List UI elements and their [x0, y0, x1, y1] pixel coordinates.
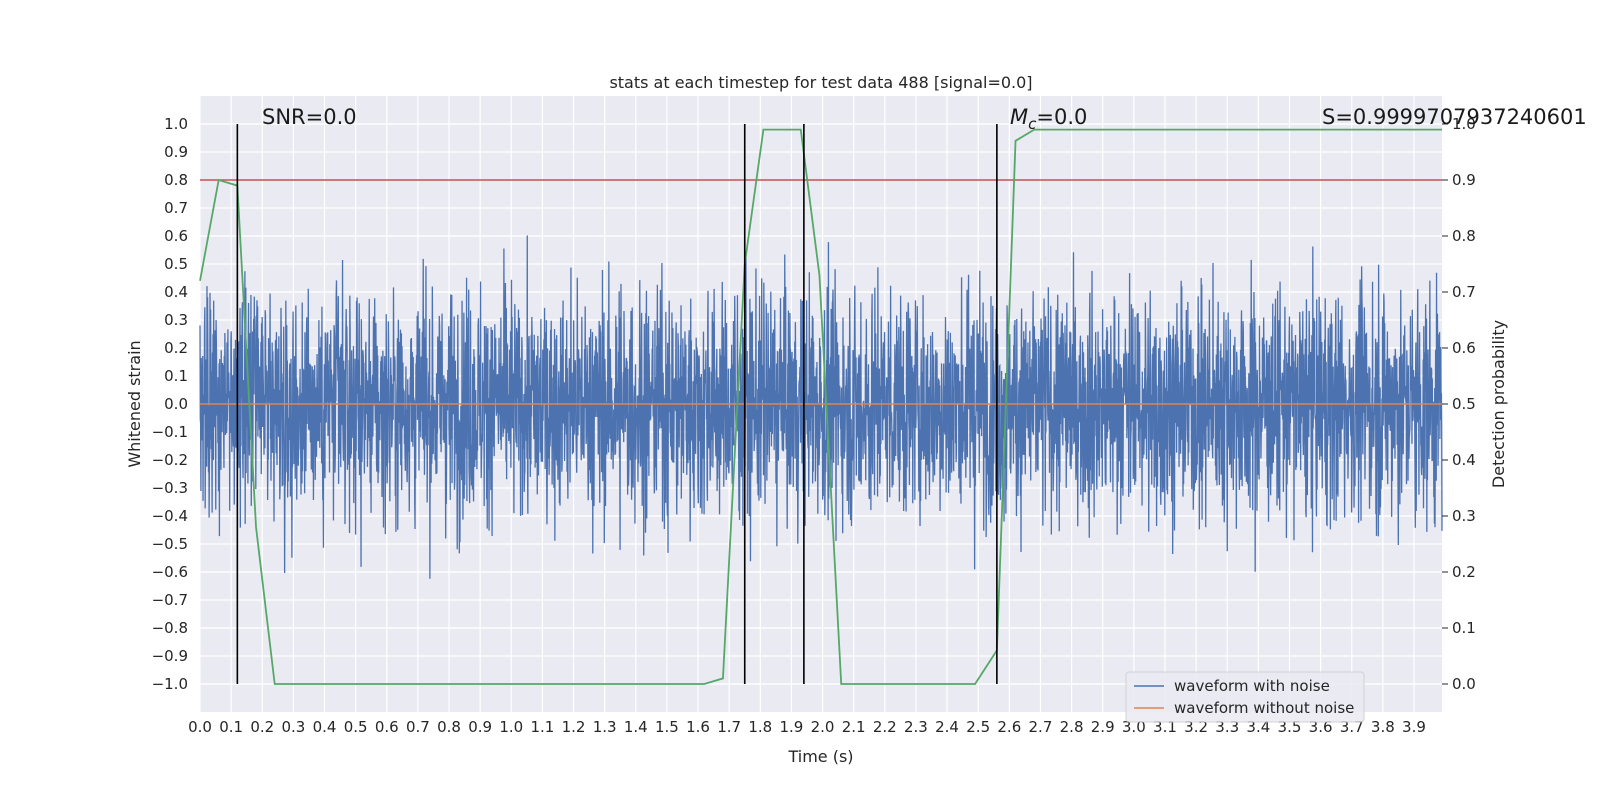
- y-tick-label: 1.0: [164, 115, 188, 133]
- x-tick-label: 1.6: [686, 718, 710, 736]
- chirp-mass-annotation: Mc=0.0: [1010, 105, 1087, 133]
- x-tick-label: 2.5: [966, 718, 990, 736]
- y-tick-label: 0.9: [164, 143, 188, 161]
- x-tick-label: 0.4: [313, 718, 337, 736]
- chirp-mass-value: =0.0: [1036, 105, 1087, 129]
- x-tick-label: 0.3: [281, 718, 305, 736]
- x-tick-label: 0.6: [375, 718, 399, 736]
- y-tick-label: 0.1: [164, 367, 188, 385]
- snr-annotation: SNR=0.0: [262, 105, 357, 129]
- y-tick-label: 0.3: [164, 311, 188, 329]
- chirp-mass-symbol: M: [1010, 105, 1028, 129]
- y-tick-label: 0.0: [164, 395, 188, 413]
- y-tick-label: −0.7: [152, 591, 188, 609]
- x-tick-label: 1.7: [717, 718, 741, 736]
- y-tick-label: 0.8: [164, 171, 188, 189]
- x-tick-label: 1.2: [562, 718, 586, 736]
- y2-axis-ticks: 1.0 0.9 0.8 0.7 0.6 0.5 0.4 0.3 0.2 0.1 0.0: [1442, 115, 1476, 693]
- y-tick-label: −1.0: [152, 675, 188, 693]
- x-tick-label: 2.2: [873, 718, 897, 736]
- legend: waveform with noise waveform without noi…: [1125, 671, 1365, 723]
- x-tick-label: 1.8: [748, 718, 772, 736]
- y-tick-label: −0.4: [152, 507, 188, 525]
- y2-tick-label: 0.6: [1452, 339, 1476, 357]
- y-tick-label: −0.1: [152, 423, 188, 441]
- y2-tick-label: 0.0: [1452, 675, 1476, 693]
- y2-tick-label: 0.5: [1452, 395, 1476, 413]
- legend-label-noise: waveform with noise: [1174, 677, 1330, 695]
- x-tick-label: 1.4: [624, 718, 648, 736]
- x-tick-label: 1.9: [779, 718, 803, 736]
- noise-waveform-series: [199, 235, 1443, 579]
- x-tick-label: 1.5: [655, 718, 679, 736]
- x-tick-label: 2.6: [997, 718, 1021, 736]
- y-axis-ticks: 1.0 0.9 0.8 0.7 0.6 0.5 0.4 0.3 0.2 0.1 0.0 −0.1 −0.…: [152, 115, 188, 693]
- y2-tick-label: 0.3: [1452, 507, 1476, 525]
- probability-series: [199, 128, 1442, 685]
- x-tick-label: 0.8: [437, 718, 461, 736]
- x-tick-label: 2.3: [904, 718, 928, 736]
- x-tick-label: 1.1: [530, 718, 554, 736]
- chart-title: stats at each timestep for test data 488…: [609, 73, 1032, 92]
- y2-tick-label: 1.0: [1452, 115, 1476, 133]
- x-tick-label: 2.4: [935, 718, 959, 736]
- significance-annotation: S=0.9999707937240601: [1322, 105, 1587, 129]
- x-tick-label: 2.7: [1029, 718, 1053, 736]
- chirp-mass-subscript: c: [1028, 115, 1037, 133]
- x-tick-label: 0.1: [219, 718, 243, 736]
- x-tick-label: 0.9: [468, 718, 492, 736]
- noise-waveform-line: [199, 235, 1443, 579]
- y2-tick-label: 0.7: [1452, 283, 1476, 301]
- x-tick-label: 3.8: [1371, 718, 1395, 736]
- y-tick-label: 0.5: [164, 255, 188, 273]
- x-tick-label: 0.5: [344, 718, 368, 736]
- x-tick-label: 0.2: [250, 718, 274, 736]
- y2-tick-label: 0.4: [1452, 451, 1476, 469]
- y-tick-label: −0.8: [152, 619, 188, 637]
- x-axis-label: Time (s): [787, 747, 853, 766]
- y2-tick-label: 0.9: [1452, 171, 1476, 189]
- x-tick-label: 2.9: [1091, 718, 1115, 736]
- y-tick-label: 0.4: [164, 283, 188, 301]
- x-tick-label: 2.1: [842, 718, 866, 736]
- x-tick-label: 0.7: [406, 718, 430, 736]
- y-tick-label: −0.6: [152, 563, 188, 581]
- y-tick-label: −0.2: [152, 451, 188, 469]
- y2-tick-label: 0.2: [1452, 563, 1476, 581]
- x-tick-label: 0.0: [188, 718, 212, 736]
- probability-line: [199, 128, 1442, 685]
- y2-axis-label: Detection probability: [1489, 320, 1508, 488]
- legend-frame: [1125, 671, 1365, 723]
- y2-tick-label: 0.8: [1452, 227, 1476, 245]
- y-tick-label: 0.7: [164, 199, 188, 217]
- y-tick-label: 0.2: [164, 339, 188, 357]
- x-tick-label: 2.0: [811, 718, 835, 736]
- x-tick-label: 2.8: [1060, 718, 1084, 736]
- y2-tick-label: 0.1: [1452, 619, 1476, 637]
- y-axis-label: Whitened strain: [125, 340, 144, 467]
- x-tick-label: 3.9: [1402, 718, 1426, 736]
- y-tick-label: 0.6: [164, 227, 188, 245]
- x-tick-label: 1.3: [593, 718, 617, 736]
- y-tick-label: −0.3: [152, 479, 188, 497]
- y-tick-label: −0.5: [152, 535, 188, 553]
- event-markers: [236, 124, 998, 684]
- y-tick-label: −0.9: [152, 647, 188, 665]
- legend-label-clean: waveform without noise: [1174, 699, 1354, 717]
- x-tick-label: 1.0: [499, 718, 523, 736]
